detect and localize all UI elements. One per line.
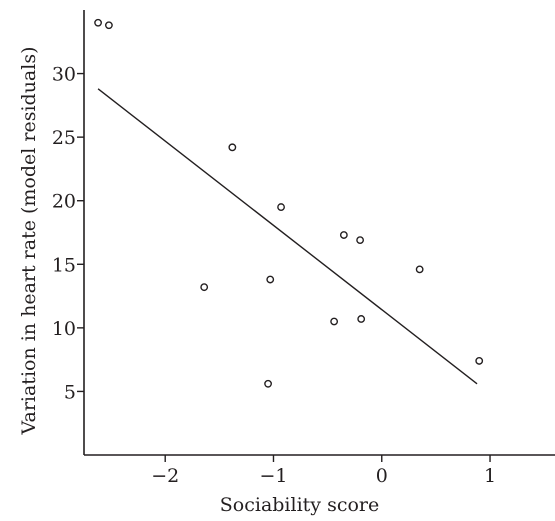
y-tick-label: 20 (52, 191, 76, 213)
data-point (264, 379, 272, 388)
x-tick-label: −1 (259, 465, 287, 487)
y-tick-label: 15 (52, 254, 76, 276)
data-point (357, 315, 366, 323)
data-point (94, 18, 102, 27)
y-tick-label: 5 (64, 381, 76, 403)
x-tick-label: −2 (151, 465, 179, 487)
y-tick-label: 10 (52, 318, 76, 340)
data-point (200, 283, 209, 292)
x-axis-title: Sociability score (220, 494, 379, 516)
data-point (105, 21, 113, 30)
axes (83, 10, 555, 456)
data-point (339, 231, 348, 239)
data-point (228, 143, 237, 152)
regression-line (97, 88, 478, 385)
y-ticks: 5 10 15 20 25 30 (52, 64, 84, 403)
y-tick-label: 30 (52, 64, 76, 86)
x-tick-label: 0 (376, 465, 388, 487)
data-point (277, 203, 285, 211)
data-point (415, 265, 424, 274)
data-point (266, 275, 275, 284)
data-point (475, 357, 484, 365)
data-point (356, 236, 365, 245)
x-ticks: −2 −1 0 1 (151, 455, 496, 487)
y-axis-title: Variation in heart rate (model residuals… (18, 47, 40, 436)
y-tick-label: 25 (52, 127, 76, 149)
x-tick-label: 1 (484, 465, 496, 487)
data-point (330, 317, 339, 326)
data-points (94, 18, 484, 388)
